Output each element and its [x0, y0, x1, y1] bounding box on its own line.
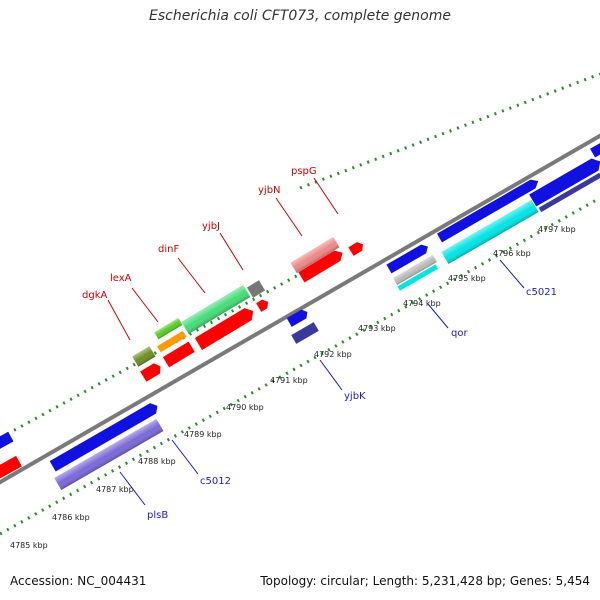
- kbp-label: 4794 kbp: [403, 299, 441, 308]
- kbp-label: 4795 kbp: [448, 274, 486, 283]
- gene-grey[interactable]: [246, 280, 266, 298]
- gene-label-plsB[interactable]: plsB: [147, 510, 168, 521]
- genome-backbone: [0, 133, 600, 485]
- gene-yjbJ-red[interactable]: [194, 305, 257, 350]
- forward-strand-genes: [0, 236, 365, 484]
- gene-navy-right[interactable]: [538, 172, 600, 213]
- gene-cyan-small[interactable]: [397, 264, 439, 291]
- kbp-label: 4791 kbp: [270, 376, 308, 385]
- map-title: Escherichia coli CFT073, complete genome: [149, 8, 451, 24]
- gene-label-dinF[interactable]: dinF: [158, 244, 179, 255]
- gene-blue-edge[interactable]: [590, 140, 600, 158]
- gene-yjbK-blue[interactable]: [286, 308, 310, 327]
- gene-yjbN-red[interactable]: [298, 247, 345, 283]
- gene-red-tiny[interactable]: [256, 298, 271, 312]
- gene-label-lexA[interactable]: lexA: [110, 273, 132, 284]
- gene-red-left[interactable]: [0, 455, 22, 484]
- kbp-label: 4789 kbp: [184, 430, 222, 439]
- forward-gene-labels: dgkA lexA dinF yjbJ yjbN pspG: [82, 166, 317, 301]
- accession-text: Accession: NC_004431: [10, 574, 147, 588]
- gene-red-b[interactable]: [162, 341, 195, 368]
- kbp-label: 4793 kbp: [358, 324, 396, 333]
- outer-tick-ring: [299, 72, 600, 190]
- gene-label-c5021[interactable]: c5021: [526, 287, 557, 298]
- outer-tick-ring-lower: [0, 272, 301, 440]
- kbp-label: 4797 kbp: [538, 225, 576, 234]
- gene-label-pspG[interactable]: pspG: [291, 166, 317, 177]
- gene-label-c5012[interactable]: c5012: [200, 476, 231, 487]
- kbp-label: 4790 kbp: [226, 403, 264, 412]
- gene-label-qor[interactable]: qor: [451, 328, 468, 339]
- kbp-label: 4786 kbp: [52, 513, 90, 522]
- reverse-gene-labels: plsB c5012 yjbK qor c5021: [147, 287, 557, 521]
- gene-label-dgkA[interactable]: dgkA: [82, 290, 107, 301]
- gene-blue-right[interactable]: [529, 155, 600, 207]
- kbp-tick-labels: 4785 kbp 4786 kbp 4787 kbp 4788 kbp 4789…: [10, 225, 576, 550]
- reverse-strand-genes: [49, 140, 600, 491]
- kbp-label: 4785 kbp: [10, 541, 48, 550]
- gene-blue-long[interactable]: [49, 401, 161, 472]
- gene-red-arrow[interactable]: [348, 240, 365, 256]
- kbp-label: 4792 kbp: [314, 350, 352, 359]
- gene-label-yjbN[interactable]: yjbN: [258, 185, 281, 196]
- gene-red-small[interactable]: [140, 361, 163, 382]
- gene-blue-qor[interactable]: [386, 242, 430, 274]
- gene-yjbK[interactable]: [291, 322, 319, 344]
- label-leaders: [107, 177, 525, 506]
- gene-c5021-blue[interactable]: [437, 177, 541, 243]
- genome-summary: Topology: circular; Length: 5,231,428 bp…: [260, 574, 590, 588]
- gene-label-yjbJ[interactable]: yjbJ: [202, 221, 220, 232]
- gene-label-yjbK[interactable]: yjbK: [344, 391, 366, 402]
- gene-blue-left[interactable]: [0, 431, 14, 456]
- kbp-label: 4787 kbp: [96, 485, 134, 494]
- kbp-label: 4796 kbp: [493, 249, 531, 258]
- kbp-label: 4788 kbp: [138, 457, 176, 466]
- gene-orange[interactable]: [157, 330, 187, 353]
